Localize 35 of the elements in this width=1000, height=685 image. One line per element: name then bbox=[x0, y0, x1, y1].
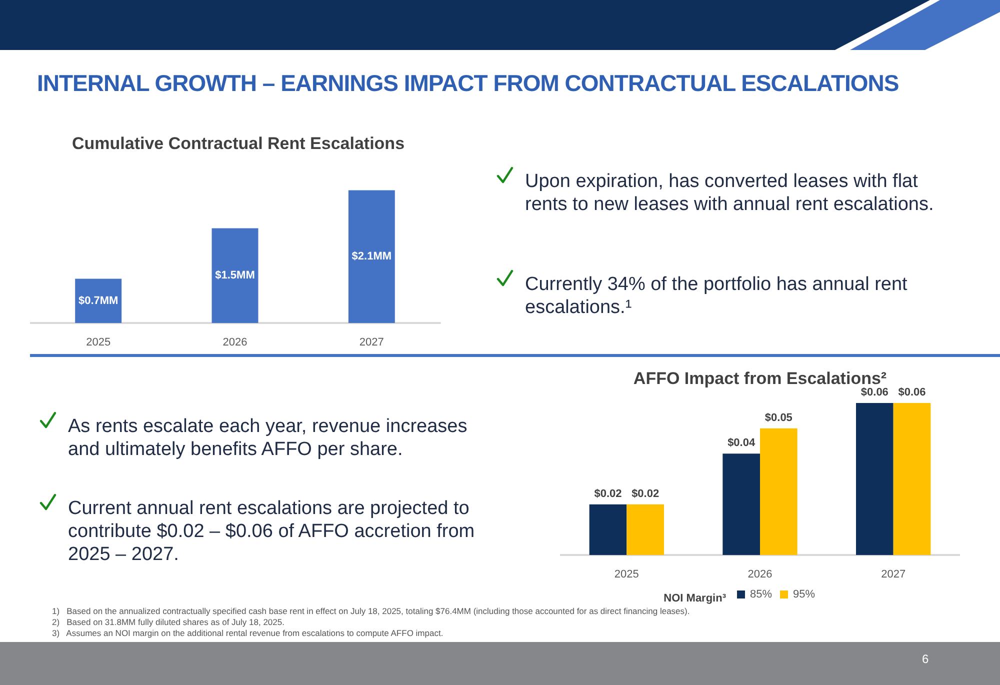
data-label: $0.02 bbox=[632, 488, 660, 500]
text: 6 bbox=[922, 652, 929, 666]
bar bbox=[722, 454, 760, 555]
text: Currently 34% of the portfolio has annual rent escalations.¹ bbox=[525, 273, 908, 319]
text: 2) Based on 31.8MM fully diluted shares as of July 18, 2025. bbox=[52, 617, 284, 627]
data-label: $0.05 bbox=[764, 412, 792, 424]
text: Current annual rent escalations are projected to contribute $0.02 – $0.06 of AFFO accretion from 2025 – 2027. bbox=[68, 497, 476, 566]
bar bbox=[589, 504, 627, 555]
legend-title: NOI Margin³ bbox=[664, 592, 726, 604]
x-tick-label: 2027 bbox=[359, 336, 384, 348]
bar bbox=[760, 428, 798, 555]
text: 3) Assumes an NOI margin on the additional rental revenue from escalations to compute AFFO impact. bbox=[52, 628, 444, 638]
bar bbox=[626, 504, 664, 555]
x-tick-label: 2026 bbox=[748, 568, 772, 580]
data-label: $0.04 bbox=[728, 437, 756, 450]
x-tick-label: 2027 bbox=[881, 568, 906, 580]
data-label: $0.06 bbox=[860, 386, 888, 398]
data-label: $1.5MM bbox=[215, 270, 255, 282]
legend-label: 95% bbox=[793, 588, 816, 600]
x-tick-label: 2025 bbox=[86, 336, 111, 348]
data-label: $2.1MM bbox=[352, 250, 392, 263]
data-label: $0.06 bbox=[898, 386, 926, 398]
data-label: $0.02 bbox=[594, 488, 622, 500]
text: Upon expiration, has converted leases with flat rents to new leases with annual rent escalations. bbox=[525, 170, 935, 216]
text: As rents escalate each year, revenue increases and ultimately benefits AFFO per share. bbox=[68, 415, 468, 461]
data-label: $0.7MM bbox=[78, 294, 118, 307]
x-tick-label: 2026 bbox=[222, 336, 248, 348]
text: 1) Based on the annualized contractually specified cash base rent in effect on July 18, 2025, totaling $76.4MM (including those accounted for as direct financing leases). bbox=[52, 606, 690, 616]
bar bbox=[856, 403, 894, 555]
chart-title: AFFO Impact from Escalations² bbox=[633, 369, 887, 388]
x-tick-label: 2025 bbox=[614, 568, 639, 580]
bar bbox=[893, 403, 931, 555]
chart-title: Cumulative Contractual Rent Escalations bbox=[72, 134, 405, 153]
text: INTERNAL GROWTH – EARNINGS IMPACT FROM CONTRACTUAL ESCALATIONS bbox=[37, 70, 899, 97]
legend-label: 85% bbox=[750, 588, 772, 600]
